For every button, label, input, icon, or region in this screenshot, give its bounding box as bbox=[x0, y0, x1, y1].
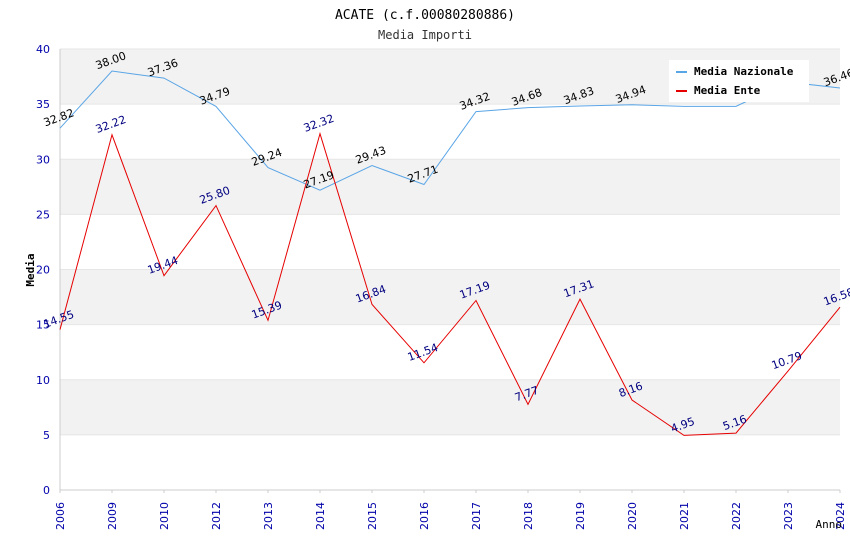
x-axis-label: Anno bbox=[816, 518, 843, 531]
y-axis-label: Media bbox=[24, 253, 37, 286]
plot-band bbox=[60, 269, 840, 325]
chart-subtitle: Media Importi bbox=[378, 28, 472, 42]
x-tick-label: 2009 bbox=[106, 502, 119, 530]
x-tick-label: 2016 bbox=[418, 502, 431, 530]
x-tick-label: 2017 bbox=[470, 502, 483, 530]
plot-band bbox=[60, 104, 840, 160]
x-tick-label: 2023 bbox=[782, 502, 795, 530]
y-tick-label: 15 bbox=[36, 319, 50, 332]
legend-box bbox=[669, 60, 809, 102]
y-tick-label: 20 bbox=[36, 264, 50, 277]
plot-band bbox=[60, 379, 840, 435]
x-tick-label: 2012 bbox=[210, 502, 223, 530]
chart-legend: Media Nazionale Media Ente bbox=[669, 60, 809, 102]
x-tick-label: 2024 bbox=[834, 502, 847, 530]
plot-band bbox=[60, 214, 840, 270]
legend-label-media-ente: Media Ente bbox=[694, 84, 761, 97]
x-tick-label: 2020 bbox=[626, 502, 639, 530]
plot-background-bands bbox=[60, 49, 840, 490]
x-tick-label: 2014 bbox=[314, 502, 327, 530]
chart-title: ACATE (c.f.00080280886) bbox=[335, 8, 515, 23]
y-tick-label: 5 bbox=[43, 429, 50, 442]
y-tick-label: 10 bbox=[36, 374, 50, 387]
x-tick-label: 2019 bbox=[574, 502, 587, 530]
x-tick-label: 2021 bbox=[678, 502, 691, 530]
y-tick-label: 30 bbox=[36, 153, 50, 166]
plot-band bbox=[60, 159, 840, 215]
series-lines bbox=[59, 70, 841, 436]
y-tick-label: 35 bbox=[36, 98, 50, 111]
y-tick-label: 25 bbox=[36, 208, 50, 221]
series-line-media-ente bbox=[59, 131, 841, 436]
x-tick-label: 2010 bbox=[158, 502, 171, 530]
x-tick-label: 2018 bbox=[522, 502, 535, 530]
series-line-media-nazionale bbox=[59, 70, 841, 191]
x-axis-ticks: 2006 2009 2010 2012 2013 2014 2015 2016 2017 2018… bbox=[54, 490, 847, 530]
x-tick-label: 2006 bbox=[54, 502, 67, 530]
y-tick-label: 0 bbox=[43, 484, 50, 497]
x-tick-label: 2015 bbox=[366, 502, 379, 530]
plot-band bbox=[60, 434, 840, 490]
x-tick-label: 2013 bbox=[262, 502, 275, 530]
y-tick-label: 40 bbox=[36, 43, 50, 56]
legend-label-media-nazionale: Media Nazionale bbox=[694, 65, 794, 78]
plot-band bbox=[60, 324, 840, 380]
y-axis-ticks: 0 5 10 15 20 25 30 35 40 bbox=[36, 43, 50, 497]
x-tick-label: 2022 bbox=[730, 502, 743, 530]
